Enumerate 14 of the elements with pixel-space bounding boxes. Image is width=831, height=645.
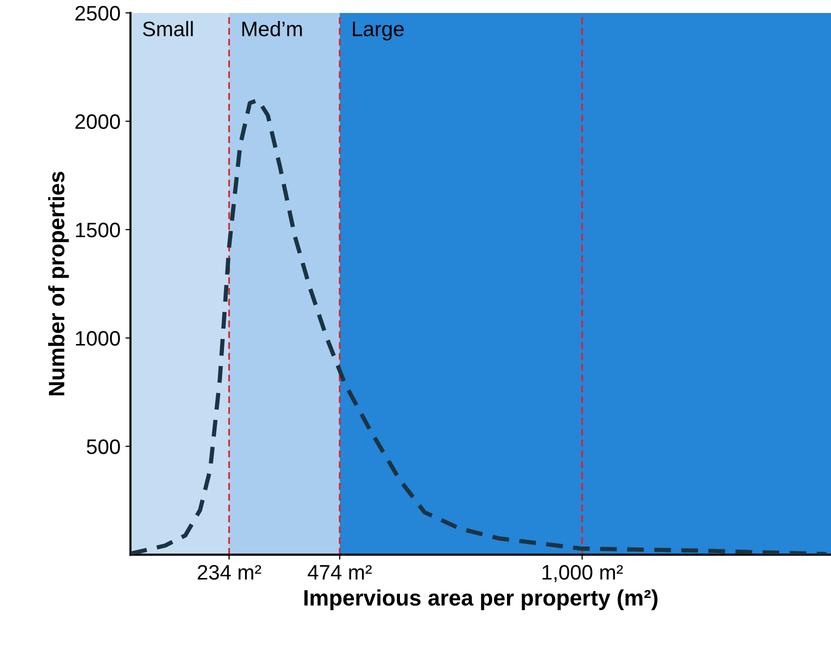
band-label: Small [142,21,193,36]
x-axis-title: Impervious area per property (m²) [304,589,658,610]
y-axis-title: Number of properties [48,172,69,396]
band-label: Large [352,22,404,40]
y-tick-label: 2500 [75,6,120,21]
x-tick-label: 474 m² [308,565,372,580]
x-tick-label: 234 m² [198,564,262,580]
band-label: Med’m [242,21,302,36]
x-tick-label: 1,000 m² [542,564,623,582]
y-tick-label: 1500 [76,222,120,238]
y-tick-label: 2000 [75,114,120,130]
y-tick-label: 1000 [76,330,120,346]
y-tick-label: 500 [86,439,120,454]
line-series [130,98,828,555]
